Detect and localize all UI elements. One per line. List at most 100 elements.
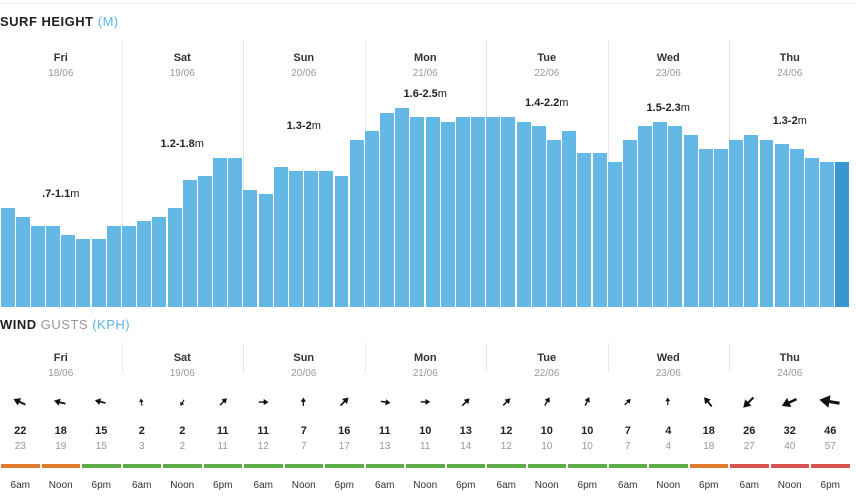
surf-bar[interactable] [61, 234, 76, 307]
surf-bar[interactable] [30, 225, 45, 307]
wind-slot[interactable]: 15 15 6pm [81, 343, 121, 499]
surf-bar[interactable] [547, 139, 561, 307]
surf-bar[interactable] [228, 157, 243, 307]
wind-day-thu[interactable]: Thu 24/06 26 27 6am 32 40 Noon 46 57 6pm [729, 343, 851, 499]
surf-bar[interactable] [729, 139, 744, 307]
surf-bar[interactable] [137, 221, 152, 307]
surf-bar[interactable] [592, 153, 607, 307]
wind-slot[interactable]: 13 14 6pm [446, 343, 486, 499]
surf-bar[interactable] [486, 117, 501, 307]
wind-slot[interactable]: 32 40 Noon [770, 343, 810, 499]
surf-bar[interactable] [638, 126, 653, 307]
surf-bar[interactable] [182, 180, 197, 307]
wind-arrow-icon [584, 397, 591, 407]
surf-bar[interactable] [425, 117, 440, 307]
wind-day-wed[interactable]: Wed 23/06 7 7 6am 4 4 Noon 18 18 6pm [607, 343, 730, 499]
surf-bar[interactable] [213, 157, 228, 307]
wind-slot[interactable]: 11 13 6am [365, 343, 405, 499]
surf-bar[interactable] [243, 189, 258, 307]
surf-bar[interactable] [380, 112, 395, 307]
surf-bar[interactable] [152, 216, 167, 307]
day-date: 24/06 [777, 68, 803, 79]
wind-day-fri[interactable]: Fri 18/06 22 23 6am 18 19 Noon 15 15 6pm [0, 343, 122, 499]
surf-day-fri[interactable]: Fri 18/06 [0, 40, 122, 307]
surf-bar[interactable] [440, 121, 455, 307]
wind-slot[interactable]: 18 18 6pm [689, 343, 729, 499]
time-label: 6am [10, 480, 30, 491]
wind-day-mon[interactable]: Mon 21/06 11 13 6am 10 11 Noon 13 14 6pm [364, 343, 487, 499]
surf-day-sat[interactable]: Sat 19/06 [121, 40, 244, 307]
surf-bar[interactable] [273, 166, 288, 307]
surf-bar[interactable] [622, 139, 637, 307]
surf-bar[interactable] [607, 162, 622, 307]
wind-slot[interactable]: 26 27 6am [729, 343, 769, 499]
surf-bar[interactable] [91, 239, 106, 307]
range-unit: m [797, 115, 807, 128]
time-label: 6am [739, 480, 759, 491]
surf-bar[interactable] [288, 171, 303, 307]
surf-bar[interactable] [395, 108, 410, 307]
surf-bar[interactable] [471, 117, 486, 307]
wind-slot[interactable]: 2 3 6am [122, 343, 162, 499]
surf-bar[interactable] [698, 148, 713, 307]
surf-bar[interactable] [258, 194, 273, 307]
surf-bar[interactable] [744, 135, 759, 307]
surf-bar[interactable] [531, 126, 546, 307]
wind-slot[interactable]: 46 57 6pm [810, 343, 850, 499]
surf-bar[interactable] [197, 175, 212, 307]
wind-day-tue[interactable]: Tue 22/06 12 12 6am 10 10 Noon 10 10 6pm [486, 343, 608, 499]
surf-bar[interactable] [577, 153, 592, 307]
wind-slot[interactable]: 18 19 Noon [41, 343, 81, 499]
surf-bar[interactable] [501, 117, 516, 307]
surf-bar[interactable] [759, 139, 774, 307]
surf-bar[interactable] [516, 121, 531, 307]
wind-slot[interactable]: 16 17 6pm [324, 343, 364, 499]
surf-bar[interactable] [122, 225, 136, 307]
surf-bar[interactable] [334, 175, 349, 307]
wind-slot[interactable]: 12 12 6am [486, 343, 526, 499]
wind-day-sat[interactable]: Sat 19/06 2 3 6am 2 2 Noon 11 11 6pm [121, 343, 244, 499]
surf-bar[interactable] [805, 157, 820, 307]
wind-slot[interactable]: 2 2 Noon [162, 343, 202, 499]
surf-bar[interactable] [774, 144, 789, 307]
surf-bar[interactable] [167, 207, 182, 307]
wind-speed: 10 [540, 425, 553, 437]
wind-slot[interactable]: 11 11 6pm [203, 343, 243, 499]
surf-bar[interactable] [455, 117, 470, 307]
surf-bar[interactable] [106, 225, 121, 307]
surf-bar[interactable] [683, 135, 698, 307]
wind-day-sun[interactable]: Sun 20/06 11 12 6am 7 7 Noon 16 17 6pm [243, 343, 365, 499]
wind-slot[interactable]: 4 4 Noon [648, 343, 688, 499]
wind-slot[interactable]: 11 12 6am [243, 343, 283, 499]
time-label: Noon [413, 480, 438, 491]
wind-slot[interactable]: 7 7 6am [608, 343, 648, 499]
surf-bar[interactable] [0, 207, 15, 307]
wind-slot[interactable]: 10 11 Noon [405, 343, 445, 499]
surf-bar[interactable] [76, 239, 91, 307]
surf-bar[interactable] [668, 126, 683, 307]
surf-bar[interactable] [820, 162, 835, 307]
day-separator [729, 343, 730, 373]
surf-bar[interactable] [46, 225, 61, 307]
wind-gust: 14 [460, 441, 472, 452]
surf-bar[interactable] [653, 121, 668, 307]
wind-slot[interactable]: 7 7 Noon [284, 343, 324, 499]
wind-slot[interactable]: 10 10 6pm [567, 343, 607, 499]
wind-speed: 4 [665, 425, 672, 437]
surf-bar[interactable] [835, 162, 850, 307]
surf-bar[interactable] [349, 139, 364, 307]
wind-slot[interactable]: 10 10 Noon [527, 343, 567, 499]
surf-bar[interactable] [319, 171, 334, 307]
time-label: 6pm [699, 480, 719, 491]
surf-day-sun[interactable]: Sun 20/06 [243, 40, 365, 307]
surf-bar[interactable] [789, 148, 804, 307]
day-separator [607, 343, 609, 373]
surf-bar[interactable] [304, 171, 319, 307]
surf-bar[interactable] [713, 148, 728, 307]
wind-slot[interactable]: 22 23 6am [0, 343, 40, 499]
wind-rating-bar [730, 464, 769, 468]
surf-bar[interactable] [562, 130, 577, 307]
surf-bar[interactable] [364, 130, 379, 307]
surf-bar[interactable] [410, 117, 425, 307]
surf-bar[interactable] [15, 216, 30, 307]
